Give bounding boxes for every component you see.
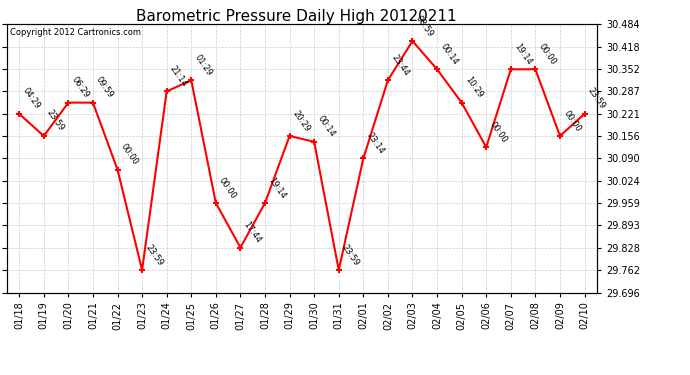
Text: Barometric Pressure Daily High 20120211: Barometric Pressure Daily High 20120211 bbox=[137, 9, 457, 24]
Text: 00:00: 00:00 bbox=[119, 142, 140, 167]
Text: 00:00: 00:00 bbox=[217, 176, 238, 200]
Text: 08:59: 08:59 bbox=[414, 13, 435, 38]
Text: 23:59: 23:59 bbox=[586, 86, 607, 111]
Text: 19:14: 19:14 bbox=[512, 42, 533, 66]
Text: Copyright 2012 Cartronics.com: Copyright 2012 Cartronics.com bbox=[10, 28, 141, 38]
Text: 01:29: 01:29 bbox=[193, 53, 214, 77]
Text: 23:14: 23:14 bbox=[365, 131, 386, 156]
Text: 19:14: 19:14 bbox=[266, 176, 288, 200]
Text: 17:44: 17:44 bbox=[241, 220, 263, 245]
Text: 06:29: 06:29 bbox=[70, 75, 91, 100]
Text: 09:59: 09:59 bbox=[95, 75, 115, 100]
Text: 23:59: 23:59 bbox=[144, 243, 164, 267]
Text: 00:14: 00:14 bbox=[315, 114, 337, 139]
Text: 00:14: 00:14 bbox=[438, 42, 460, 66]
Text: 00:00: 00:00 bbox=[562, 109, 582, 133]
Text: 20:29: 20:29 bbox=[291, 109, 312, 133]
Text: 23:59: 23:59 bbox=[45, 108, 66, 133]
Text: 23:44: 23:44 bbox=[389, 53, 411, 77]
Text: 00:00: 00:00 bbox=[537, 42, 558, 66]
Text: 10:29: 10:29 bbox=[463, 75, 484, 100]
Text: 04:29: 04:29 bbox=[21, 87, 41, 111]
Text: 21:14: 21:14 bbox=[168, 64, 189, 88]
Text: 00:00: 00:00 bbox=[488, 120, 509, 144]
Text: 23:59: 23:59 bbox=[340, 243, 361, 267]
